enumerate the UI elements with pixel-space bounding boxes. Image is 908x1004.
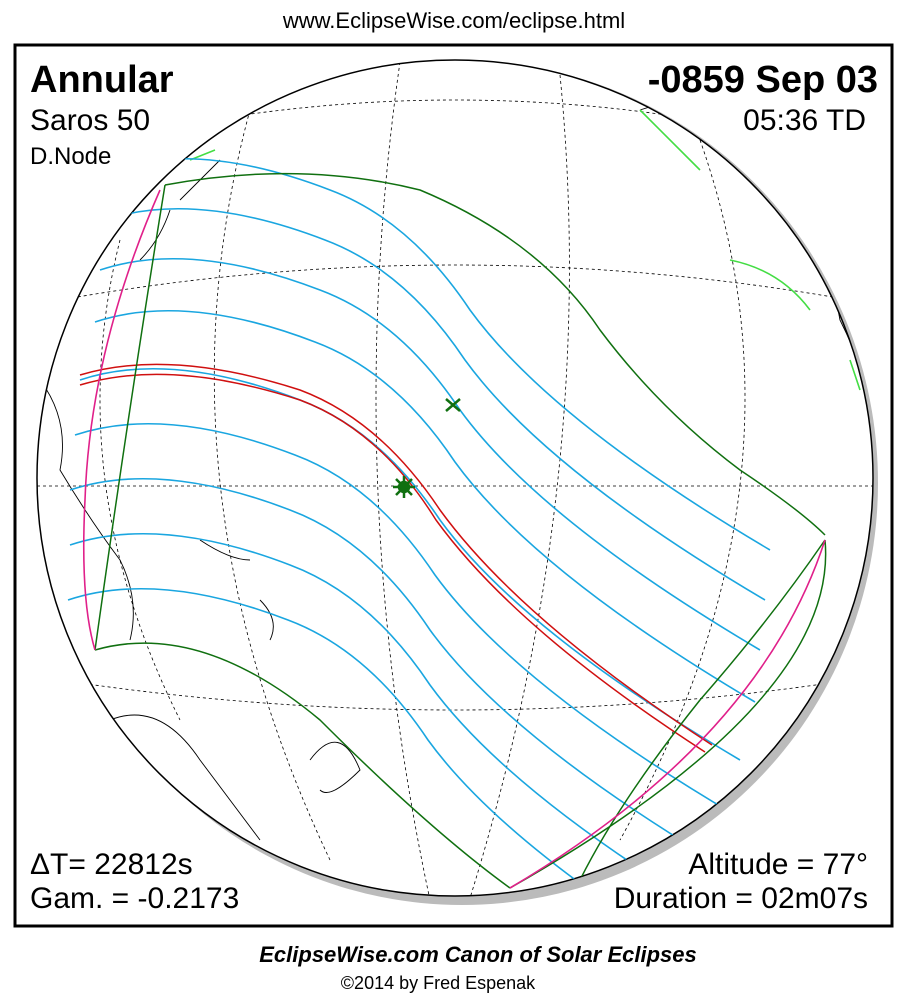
node: D.Node	[30, 143, 111, 170]
greatest-eclipse-marker	[393, 476, 415, 498]
delta-t: ΔT= 22812s	[30, 848, 193, 881]
penumbral-limits	[94, 172, 827, 889]
date: -0859 Sep 03	[648, 59, 878, 101]
map-lines	[37, 61, 873, 896]
saros: Saros 50	[30, 104, 150, 137]
greatest-duration-marker	[445, 398, 461, 412]
url: www.EclipseWise.com/eclipse.html	[282, 8, 625, 33]
isolines	[67, 157, 771, 896]
gamma: Gam. = -0.2173	[30, 882, 239, 915]
altitude: Altitude = 77°	[688, 848, 868, 881]
footer-title: EclipseWise.com Canon of Solar Eclipses	[259, 942, 697, 967]
copyright: ©2014 by Fred Espenak	[341, 973, 536, 993]
duration: Duration = 02m07s	[614, 882, 868, 915]
time: 05:36 TD	[743, 104, 866, 137]
globe	[36, 59, 874, 897]
central-line	[79, 363, 713, 753]
eclipse-type: Annular	[30, 59, 174, 101]
